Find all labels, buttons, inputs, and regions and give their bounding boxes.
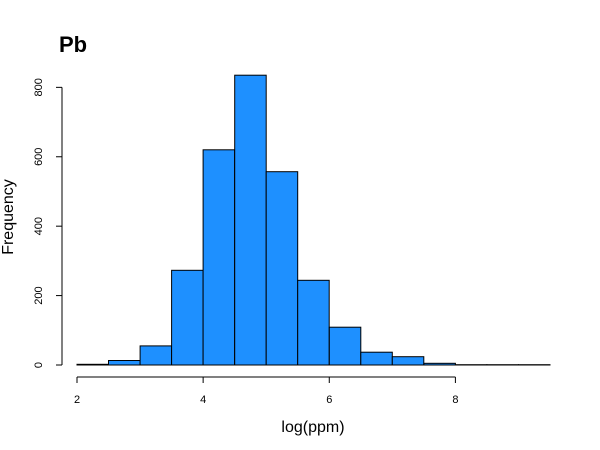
y-tick-label: 400 <box>33 217 45 235</box>
chart-title: Pb <box>59 32 87 57</box>
y-tick-label: 600 <box>33 148 45 166</box>
histogram-bar <box>76 363 109 366</box>
y-tick-label: 200 <box>33 286 45 304</box>
x-axis-label: log(ppm) <box>281 419 344 436</box>
x-tick-label: 4 <box>200 394 206 406</box>
histogram-bar <box>265 171 299 366</box>
histogram-bar <box>139 345 173 366</box>
histogram-bar <box>108 360 141 366</box>
histogram-bar <box>423 362 456 366</box>
x-tick-label: 8 <box>452 394 458 406</box>
histogram-bar <box>391 356 425 366</box>
histogram-bar <box>234 74 267 366</box>
x-axis-ticks: 2 4 6 8 <box>74 377 458 406</box>
histogram-bar <box>328 326 362 366</box>
y-axis-ticks: 0 200 400 600 800 <box>33 78 62 368</box>
y-tick-label: 0 <box>33 362 45 368</box>
histogram-bars <box>76 74 551 366</box>
y-axis-label: Frequency <box>0 179 17 255</box>
histogram-bar <box>171 269 204 366</box>
y-tick-label: 800 <box>33 78 45 96</box>
x-tick-label: 6 <box>326 394 332 406</box>
histogram-bar <box>297 279 330 366</box>
histogram-bar <box>360 351 393 366</box>
x-tick-label: 2 <box>74 394 80 406</box>
histogram-bar <box>202 149 236 366</box>
